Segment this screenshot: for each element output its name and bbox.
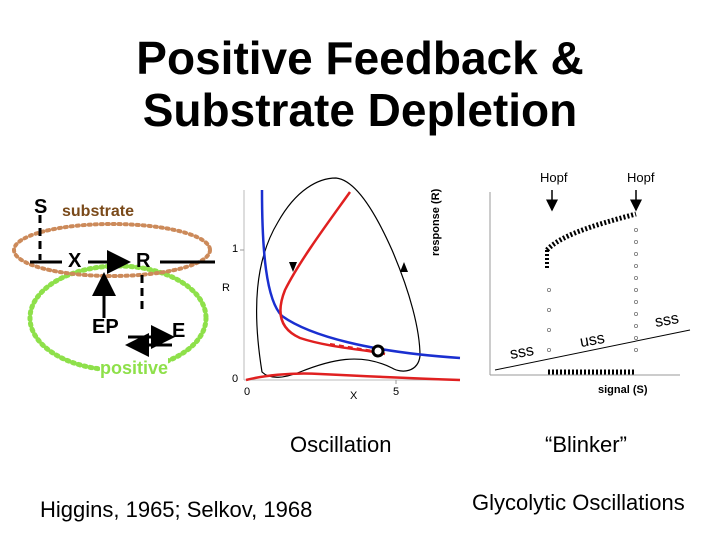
- red-nullcline: [279, 191, 386, 356]
- citation: Higgins, 1965; Selkov, 1968: [40, 497, 313, 522]
- trajectory: [256, 177, 421, 378]
- phase-xlabel: X: [350, 390, 358, 402]
- node-e: E: [172, 320, 186, 342]
- glycolytic-caption: Glycolytic Oscillations: [472, 490, 685, 515]
- positive-label: positive: [100, 358, 169, 379]
- phase-plot: [240, 177, 461, 384]
- node-r: R: [136, 250, 151, 272]
- bif-ylabel: response (R): [430, 188, 442, 256]
- bif-xlabel: signal (S): [598, 384, 648, 396]
- red-nullcline-low: [245, 372, 461, 382]
- title-line-2: Substrate Depletion: [142, 84, 578, 136]
- node-ep: EP: [92, 316, 119, 338]
- title-line-1: Positive Feedback &: [136, 32, 584, 84]
- network-diagram: [12, 215, 215, 373]
- hopf-left-label: Hopf: [540, 170, 568, 185]
- upper-branch: [545, 211, 637, 252]
- blinker-caption: “Blinker”: [545, 432, 627, 457]
- fixed-point: [371, 344, 385, 358]
- bifurcation-plot: [489, 190, 691, 376]
- amplitude-markers: [547, 227, 639, 352]
- node-x: X: [68, 250, 82, 272]
- node-s: S: [34, 196, 48, 218]
- phase-y-tick-1: 1: [232, 243, 239, 255]
- oscillation-caption: Oscillation: [290, 432, 392, 457]
- lower-branch: [494, 329, 691, 371]
- phase-x-tick-5: 5: [393, 386, 400, 398]
- phase-ylabel: R: [222, 282, 230, 294]
- substrate-label: substrate: [62, 203, 135, 220]
- hopf-right-label: Hopf: [627, 170, 655, 185]
- phase-x-tick-0: 0: [244, 386, 251, 398]
- phase-y-tick-0: 0: [232, 373, 239, 385]
